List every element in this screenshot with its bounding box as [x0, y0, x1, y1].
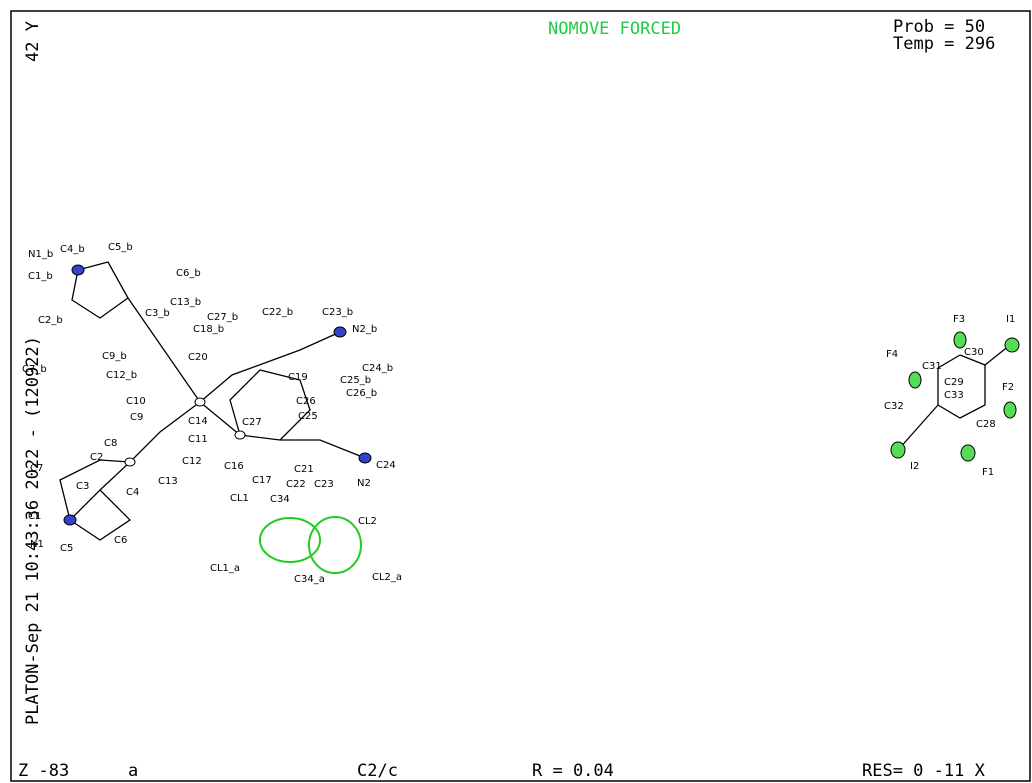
atom-label: C31: [922, 361, 942, 372]
atom-label: C11: [188, 434, 208, 445]
atom-label: C29: [944, 377, 964, 388]
atom-label: C28: [976, 419, 996, 430]
atom-label: C17: [252, 475, 272, 486]
atom-label: C13: [158, 476, 178, 487]
atom-label: C18_b: [193, 324, 224, 335]
res-label: RES= 0 -11 X: [862, 761, 986, 781]
atom-label: C23_b: [322, 307, 353, 318]
atom-label: C7: [30, 463, 43, 474]
atom-label: C16: [224, 461, 244, 472]
atom-label: C14: [188, 416, 208, 427]
atom-label: N1_b: [28, 249, 53, 260]
atom-label: C27_b: [207, 312, 238, 323]
i-atom: [1005, 338, 1019, 352]
atom-label: C22: [286, 479, 306, 490]
atom-label: I1: [1006, 314, 1015, 325]
atom-label: I2: [910, 461, 919, 472]
atom-label: C2: [90, 452, 103, 463]
atom-label: C23: [314, 479, 334, 490]
atom-label: C9: [130, 412, 143, 423]
atom-label: C19: [288, 372, 308, 383]
atom-label: C13_b: [170, 297, 201, 308]
atom-label: C26: [296, 396, 316, 407]
atom-label: C24: [376, 460, 396, 471]
atom-label: F3: [953, 314, 965, 325]
atom-label: C30: [964, 347, 984, 358]
atom-label: C8: [104, 438, 117, 449]
timestamp: PLATON-Sep 21 10:43:36 2022 - (120922): [23, 336, 43, 725]
space-group: C2/c: [357, 761, 398, 781]
r-factor: R = 0.04: [532, 761, 614, 781]
atom-label: C5: [60, 543, 73, 554]
atom-label: C9_b: [102, 351, 127, 362]
atom-label: C21: [294, 464, 314, 475]
atom-label: C12_b: [106, 370, 137, 381]
atom-label: N1: [30, 539, 44, 550]
atom-label: C33: [944, 390, 964, 401]
atom-label: C6: [114, 535, 127, 546]
c-atom: [235, 431, 245, 439]
platon-view: NOMOVE FORCED Prob = 50 Temp = 296 42 Y …: [0, 0, 1032, 783]
f-atom: [1004, 402, 1016, 418]
atom-label: CL1_a: [210, 563, 240, 574]
atom-label: C5_b: [108, 242, 133, 253]
n-atom: [72, 265, 84, 275]
atom-label: C25: [298, 411, 318, 422]
z-label: Z -83: [18, 761, 69, 781]
axis-label: 42 Y: [23, 21, 43, 62]
atom-label: C6_b: [176, 268, 201, 279]
c-atom: [195, 398, 205, 406]
atom-label: C22_b: [262, 307, 293, 318]
atom-label: CL2: [358, 516, 377, 527]
atom-label: C7_b: [22, 364, 47, 375]
atom-label: C2_b: [38, 315, 63, 326]
frame: [11, 11, 1030, 781]
atom-label: N2: [357, 478, 371, 489]
f-atom: [954, 332, 966, 348]
temp-label: Temp = 296: [893, 34, 995, 54]
atom-label: C27: [242, 417, 262, 428]
n-atom: [334, 327, 346, 337]
n-atom: [359, 453, 371, 463]
atom-label: C34: [270, 494, 290, 505]
atom-label: C3: [76, 481, 89, 492]
atom-label: CL2_a: [372, 572, 402, 583]
f-atom: [961, 445, 975, 461]
atom-label: C24_b: [362, 363, 393, 374]
n-atom: [64, 515, 76, 525]
c-atom: [125, 458, 135, 466]
atom-label: C3_b: [145, 308, 170, 319]
atom-label: C4: [126, 487, 139, 498]
atom-label: C10: [126, 396, 146, 407]
atom-label: C20: [188, 352, 208, 363]
i-atom: [891, 442, 905, 458]
atom-label: C1_b: [28, 271, 53, 282]
atom-label: C34_a: [294, 574, 325, 585]
atom-label: C12: [182, 456, 202, 467]
axis-a: a: [128, 761, 138, 781]
atom-label: C4_b: [60, 244, 85, 255]
atom-label: C32: [884, 401, 904, 412]
atom-label: C26_b: [346, 388, 377, 399]
atom-label: F4: [886, 349, 898, 360]
mode-label: NOMOVE FORCED: [548, 19, 681, 39]
atom-label: CL1: [230, 493, 249, 504]
atom-label: F2: [1002, 382, 1014, 393]
atom-label: N2_b: [352, 324, 377, 335]
atom-label: C1: [28, 511, 41, 522]
atom-label: C25_b: [340, 375, 371, 386]
atom-label: F1: [982, 467, 994, 478]
f-atom: [909, 372, 921, 388]
